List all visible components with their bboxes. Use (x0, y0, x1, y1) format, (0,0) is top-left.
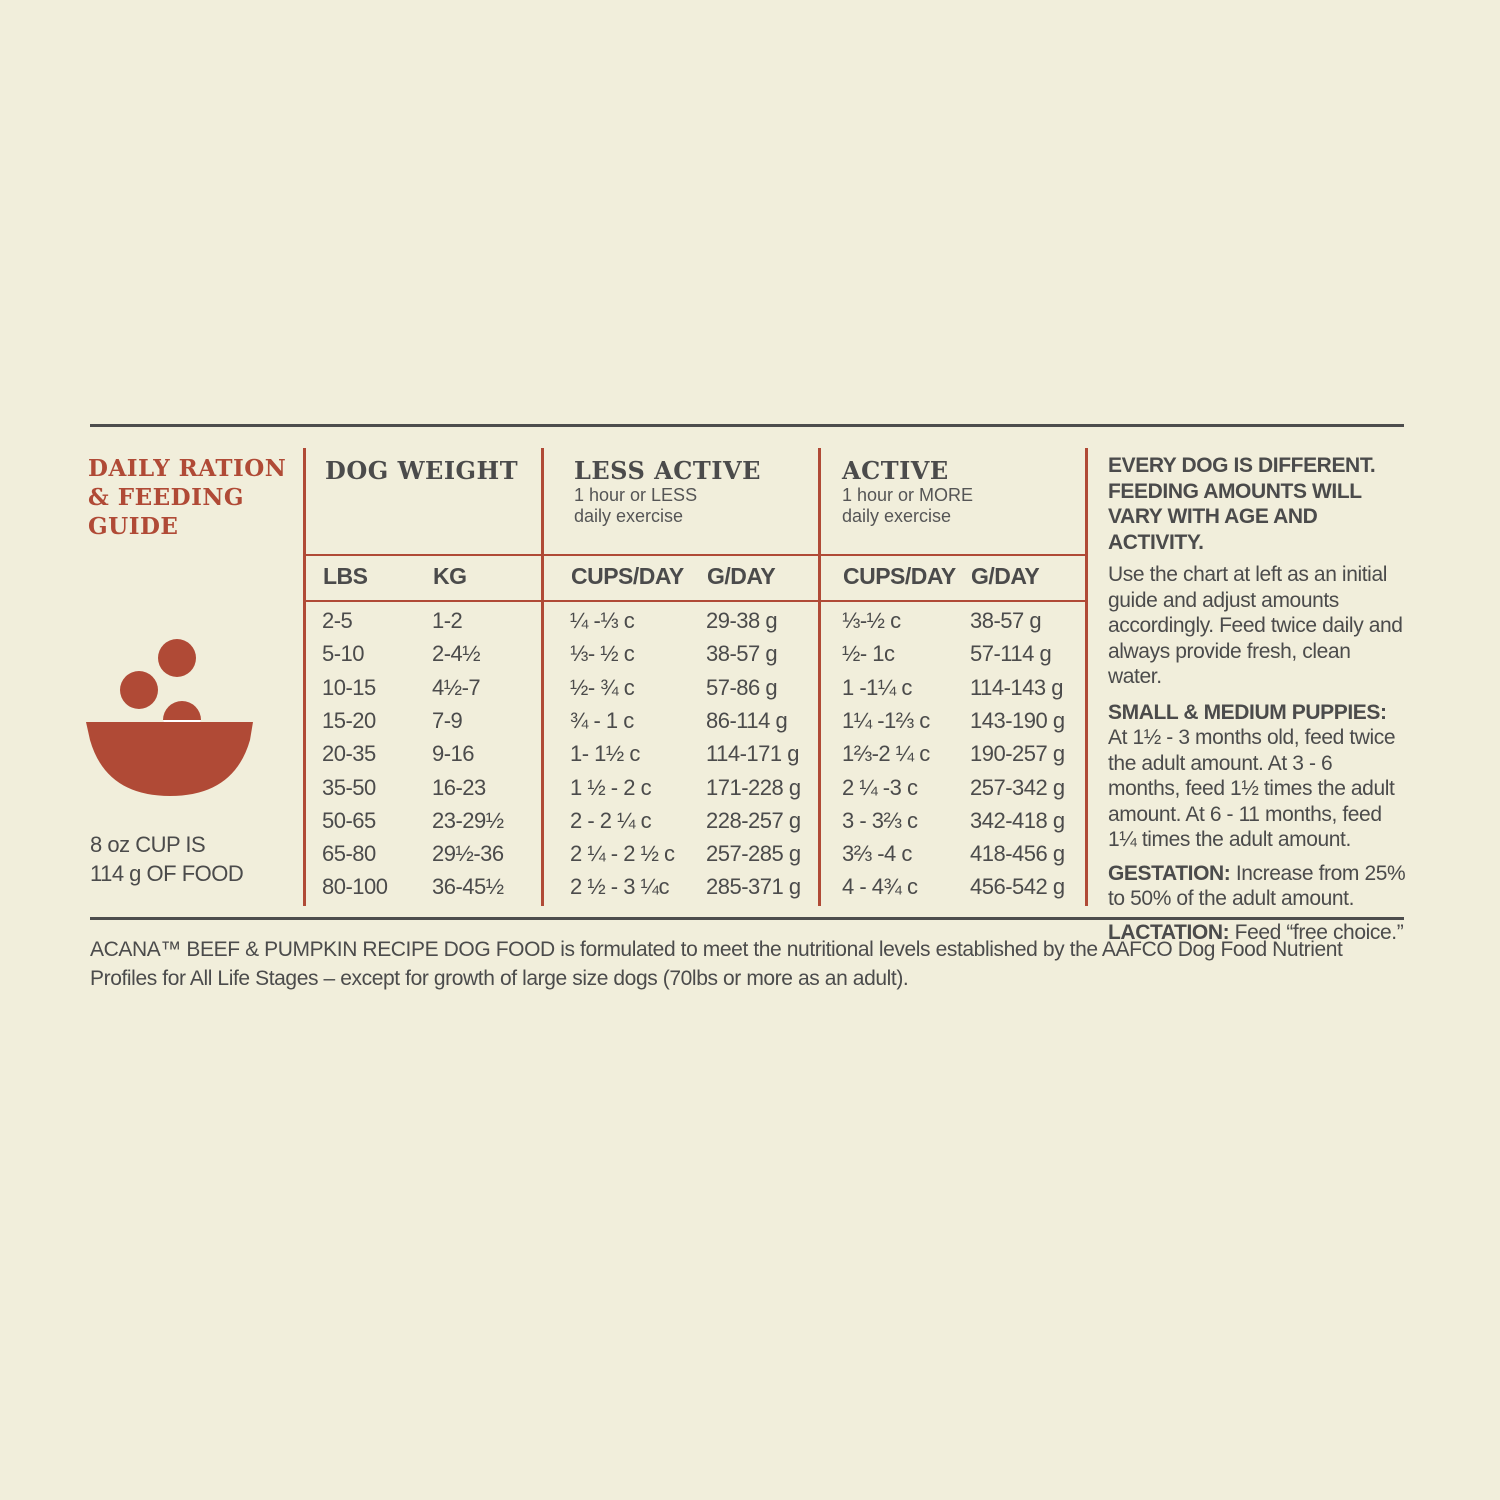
table-cell: 257-285 g (706, 841, 801, 867)
table-cell: 2-4½ (432, 641, 481, 667)
table-cell: 65-80 (322, 841, 376, 867)
gestation-text: Increase from 25% to 50% of the adult am… (1108, 861, 1406, 911)
table-cell: 29-38 g (706, 608, 778, 633)
table-cell: 190-257 g (970, 741, 1065, 767)
group-title: ACTIVE (842, 456, 949, 485)
table-cell: 5-10 (322, 641, 365, 667)
table-cell: 57-86 g (706, 674, 778, 700)
table-cell: 15-20 (322, 707, 376, 733)
table-cell: ¾ - 1 c (570, 707, 634, 733)
divider (304, 554, 1087, 556)
table-cell: 4 - 4¾ c (842, 874, 918, 900)
table-cell: 1¼ -1⅔ c (842, 707, 930, 733)
table-cell: 36-45½ (432, 874, 504, 900)
lactation-text: Feed “free choice.” (1229, 920, 1404, 944)
table-cell: 3⅔ -4 c (842, 841, 912, 867)
table-cell: 2 ½ - 3 ¼c (570, 874, 669, 900)
column-header: CUPS/DAY (571, 563, 684, 589)
divider (304, 600, 1087, 602)
divider (303, 448, 306, 906)
divider (1085, 448, 1088, 906)
table-cell: 2 - 2 ¼ c (570, 807, 652, 833)
group-sub: 1 hour or MORE (842, 485, 974, 505)
table-cell: 1⅔-2 ¼ c (842, 741, 930, 767)
table-cell: 1- 1½ c (570, 741, 640, 767)
table-cell: 1-2 (432, 608, 463, 633)
lactation-note: LACTATION: Feed “free choice.” (1108, 920, 1408, 946)
cup-note-line: 8 oz CUP IS (90, 832, 206, 857)
table-cell: 418-456 g (970, 841, 1065, 867)
column-header: LBS (323, 563, 368, 589)
column-header: CUPS/DAY (843, 563, 956, 589)
table-cell: 2-5 (322, 608, 353, 633)
table-cell: 86-114 g (706, 707, 788, 733)
table-cell: 16-23 (432, 774, 486, 800)
table-cell: 7-9 (432, 707, 463, 733)
group-dog-weight: DOG WEIGHT (325, 456, 519, 485)
table-cell: 228-257 g (706, 807, 801, 833)
puppies-label: SMALL & MEDIUM PUPPIES: (1108, 700, 1387, 724)
table-cell: 10-15 (322, 674, 376, 700)
table-cell: 1 -1¼ c (842, 674, 912, 700)
group-sub: daily exercise (574, 506, 684, 526)
group-less-active: LESS ACTIVE 1 hour or LESS daily exercis… (574, 456, 761, 527)
gestation-label: GESTATION: (1108, 861, 1231, 885)
table-cell: 114-143 g (970, 674, 1063, 700)
side-heading: EVERY DOG IS DIFFERENT. FEEDING AMOUNTS … (1108, 454, 1376, 554)
gestation-note: GESTATION: Increase from 25% to 50% of t… (1108, 861, 1408, 912)
divider (818, 448, 821, 906)
food-bowl-icon (86, 639, 253, 796)
table-cell: 20-35 (322, 741, 376, 767)
table-cell: 2 ¼ - 2 ½ c (570, 841, 675, 867)
group-sub: daily exercise (842, 506, 952, 526)
column-header: KG (433, 563, 467, 589)
side-notes: EVERY DOG IS DIFFERENT. FEEDING AMOUNTS … (1108, 453, 1408, 945)
table-cell: 23-29½ (432, 807, 504, 833)
footer-note: ACANA™ BEEF & PUMPKIN RECIPE DOG FOOD is… (90, 938, 1343, 990)
table-cell: ⅓- ½ c (570, 641, 635, 667)
table-cell: 35-50 (322, 774, 376, 800)
table-cell: 29½-36 (432, 841, 504, 867)
table-cell: ⅓-½ c (842, 608, 901, 633)
group-sub: 1 hour or LESS (574, 485, 698, 505)
table-cell: 456-542 g (970, 874, 1065, 900)
table-cell: 4½-7 (432, 674, 481, 700)
top-rule (90, 424, 1404, 427)
table-cell: 1 ½ - 2 c (570, 774, 652, 800)
table-cell: ½- 1c (842, 641, 895, 667)
table-cell: 3 - 3⅔ c (842, 807, 918, 833)
column-header: G/DAY (971, 563, 1040, 589)
group-title: LESS ACTIVE (574, 456, 761, 485)
group-active: ACTIVE 1 hour or MORE daily exercise (842, 456, 973, 527)
divider (541, 448, 544, 906)
table-cell: 38-57 g (706, 641, 778, 667)
page-title: DAILY RATION & FEEDING GUIDE (88, 455, 287, 540)
table-cell: 9-16 (432, 741, 475, 767)
table-cell: 342-418 g (970, 807, 1065, 833)
table-cell: 285-371 g (706, 874, 801, 900)
table-cell: 257-342 g (970, 774, 1065, 800)
table-cell: 80-100 (322, 874, 388, 900)
puppies-text: At 1½ - 3 months old, feed twice the adu… (1108, 726, 1396, 851)
cup-note: 8 oz CUP IS 114 g OF FOOD (90, 830, 244, 888)
table-cell: 143-190 g (970, 707, 1065, 733)
table-cell: 50-65 (322, 807, 376, 833)
table-cell: ¼ -⅓ c (570, 608, 635, 633)
bottom-rule (90, 917, 1404, 920)
side-intro: Use the chart at left as an initial guid… (1108, 563, 1403, 688)
cup-note-line: 114 g OF FOOD (90, 861, 244, 886)
table-cell: 2 ¼ -3 c (842, 774, 918, 800)
table-cell: 171-228 g (706, 774, 801, 800)
column-header: G/DAY (707, 563, 776, 589)
table-cell: 114-171 g (706, 741, 799, 767)
table-cell: 38-57 g (970, 608, 1042, 633)
table-cell: ½- ¾ c (570, 674, 635, 700)
lactation-label: LACTATION: (1108, 920, 1230, 944)
table-cell: 57-114 g (970, 641, 1052, 667)
